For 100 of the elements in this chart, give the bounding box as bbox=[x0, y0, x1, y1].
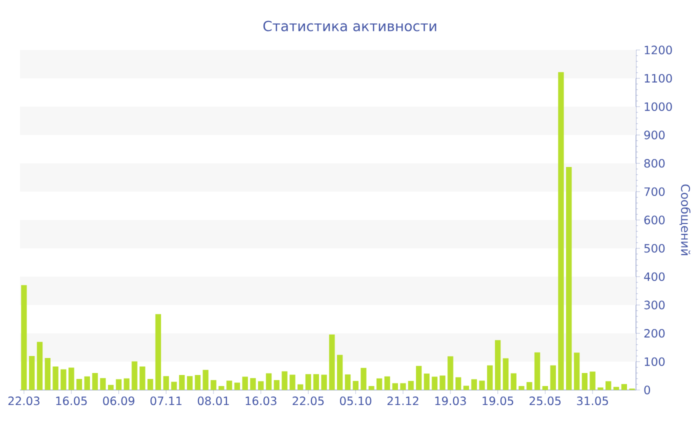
y-tick-label: 400 bbox=[644, 272, 665, 281]
bar bbox=[242, 376, 248, 390]
bar bbox=[234, 382, 240, 390]
y-tick-label: 800 bbox=[644, 159, 665, 168]
bar bbox=[60, 369, 66, 390]
x-tick-label: 07.11 bbox=[150, 396, 182, 406]
bar bbox=[621, 384, 627, 390]
bar bbox=[147, 378, 154, 390]
bar bbox=[250, 378, 256, 390]
bar bbox=[321, 374, 327, 390]
bar bbox=[455, 377, 462, 390]
x-tick-label: 31.05 bbox=[577, 396, 608, 406]
bar bbox=[479, 380, 485, 390]
y-tick-label: 100 bbox=[644, 357, 665, 366]
x-tick-label: 05.10 bbox=[340, 396, 372, 406]
bar bbox=[305, 374, 312, 390]
y-axis-title: Сообщений bbox=[680, 184, 690, 256]
bar bbox=[274, 380, 280, 390]
y-tick-label: 0 bbox=[644, 386, 650, 394]
bar bbox=[68, 368, 74, 390]
bar bbox=[313, 374, 319, 390]
y-tick-label: 600 bbox=[644, 216, 665, 224]
bar bbox=[100, 378, 106, 390]
bar bbox=[29, 356, 35, 390]
x-tick-label: 22.03 bbox=[8, 396, 40, 406]
y-tick-label: 900 bbox=[644, 130, 665, 140]
bar bbox=[116, 379, 122, 390]
bar bbox=[542, 386, 548, 390]
x-tick-label: 19.05 bbox=[482, 396, 514, 406]
bar bbox=[502, 358, 509, 390]
bar bbox=[408, 380, 414, 390]
y-tick-label: 700 bbox=[644, 187, 665, 196]
bar bbox=[266, 373, 272, 390]
bar bbox=[282, 371, 288, 390]
bar bbox=[424, 374, 430, 390]
bar bbox=[92, 373, 98, 390]
x-tick-label: 06.09 bbox=[103, 396, 134, 406]
bar bbox=[210, 380, 216, 390]
bar bbox=[344, 374, 351, 390]
bar bbox=[21, 285, 27, 390]
chart-title: Статистика активности bbox=[263, 20, 436, 32]
x-tick-label: 21.12 bbox=[387, 396, 418, 406]
bar bbox=[194, 374, 201, 390]
bar bbox=[582, 373, 588, 390]
bar bbox=[471, 379, 477, 390]
bar bbox=[494, 340, 501, 390]
y-tick-label: 1200 bbox=[644, 46, 672, 54]
x-tick-label: 25.05 bbox=[530, 396, 561, 406]
bar bbox=[606, 381, 612, 390]
bar bbox=[448, 356, 454, 390]
y-tick-label: 1100 bbox=[644, 74, 672, 83]
y-tick-label: 200 bbox=[644, 329, 665, 338]
bar bbox=[52, 366, 58, 390]
bar bbox=[290, 374, 296, 390]
x-tick-label: 19.03 bbox=[435, 396, 466, 406]
bar bbox=[534, 352, 540, 390]
bar bbox=[258, 381, 264, 390]
bar bbox=[44, 358, 50, 390]
bar bbox=[550, 365, 556, 390]
y-tick-label: 300 bbox=[644, 300, 665, 310]
bar bbox=[590, 372, 596, 390]
bar bbox=[179, 374, 185, 390]
bar bbox=[510, 373, 516, 390]
bar bbox=[226, 380, 232, 390]
bar bbox=[36, 342, 43, 390]
bar bbox=[140, 366, 146, 390]
bar bbox=[432, 376, 438, 390]
bar bbox=[416, 366, 422, 390]
bar bbox=[566, 167, 572, 390]
bar bbox=[574, 352, 580, 390]
bar bbox=[384, 376, 390, 390]
x-tick-label: 16.03 bbox=[246, 396, 276, 406]
bar bbox=[108, 384, 114, 390]
bar bbox=[400, 383, 406, 390]
bar bbox=[84, 376, 90, 390]
y-tick-label: 1000 bbox=[644, 102, 672, 111]
bar bbox=[368, 386, 374, 390]
bar bbox=[124, 378, 130, 390]
bar bbox=[186, 376, 193, 390]
x-tick-label: 08.01 bbox=[198, 396, 229, 406]
bar bbox=[376, 378, 382, 390]
bar bbox=[298, 384, 304, 390]
bar bbox=[218, 386, 224, 390]
x-tick-label: 16.05 bbox=[56, 396, 87, 406]
bar bbox=[76, 378, 82, 390]
bar bbox=[171, 382, 177, 390]
bar bbox=[360, 368, 366, 390]
bar bbox=[440, 376, 446, 390]
bar bbox=[202, 370, 208, 390]
bar bbox=[518, 386, 524, 390]
x-tick-label: 22.05 bbox=[292, 396, 324, 406]
bar bbox=[613, 386, 620, 390]
bar bbox=[463, 386, 470, 390]
bar bbox=[558, 72, 564, 390]
bar bbox=[163, 376, 169, 390]
bar bbox=[392, 383, 398, 390]
y-tick-label: 500 bbox=[644, 244, 665, 253]
bar bbox=[487, 365, 493, 390]
bar bbox=[337, 354, 343, 390]
bar bbox=[132, 361, 138, 390]
